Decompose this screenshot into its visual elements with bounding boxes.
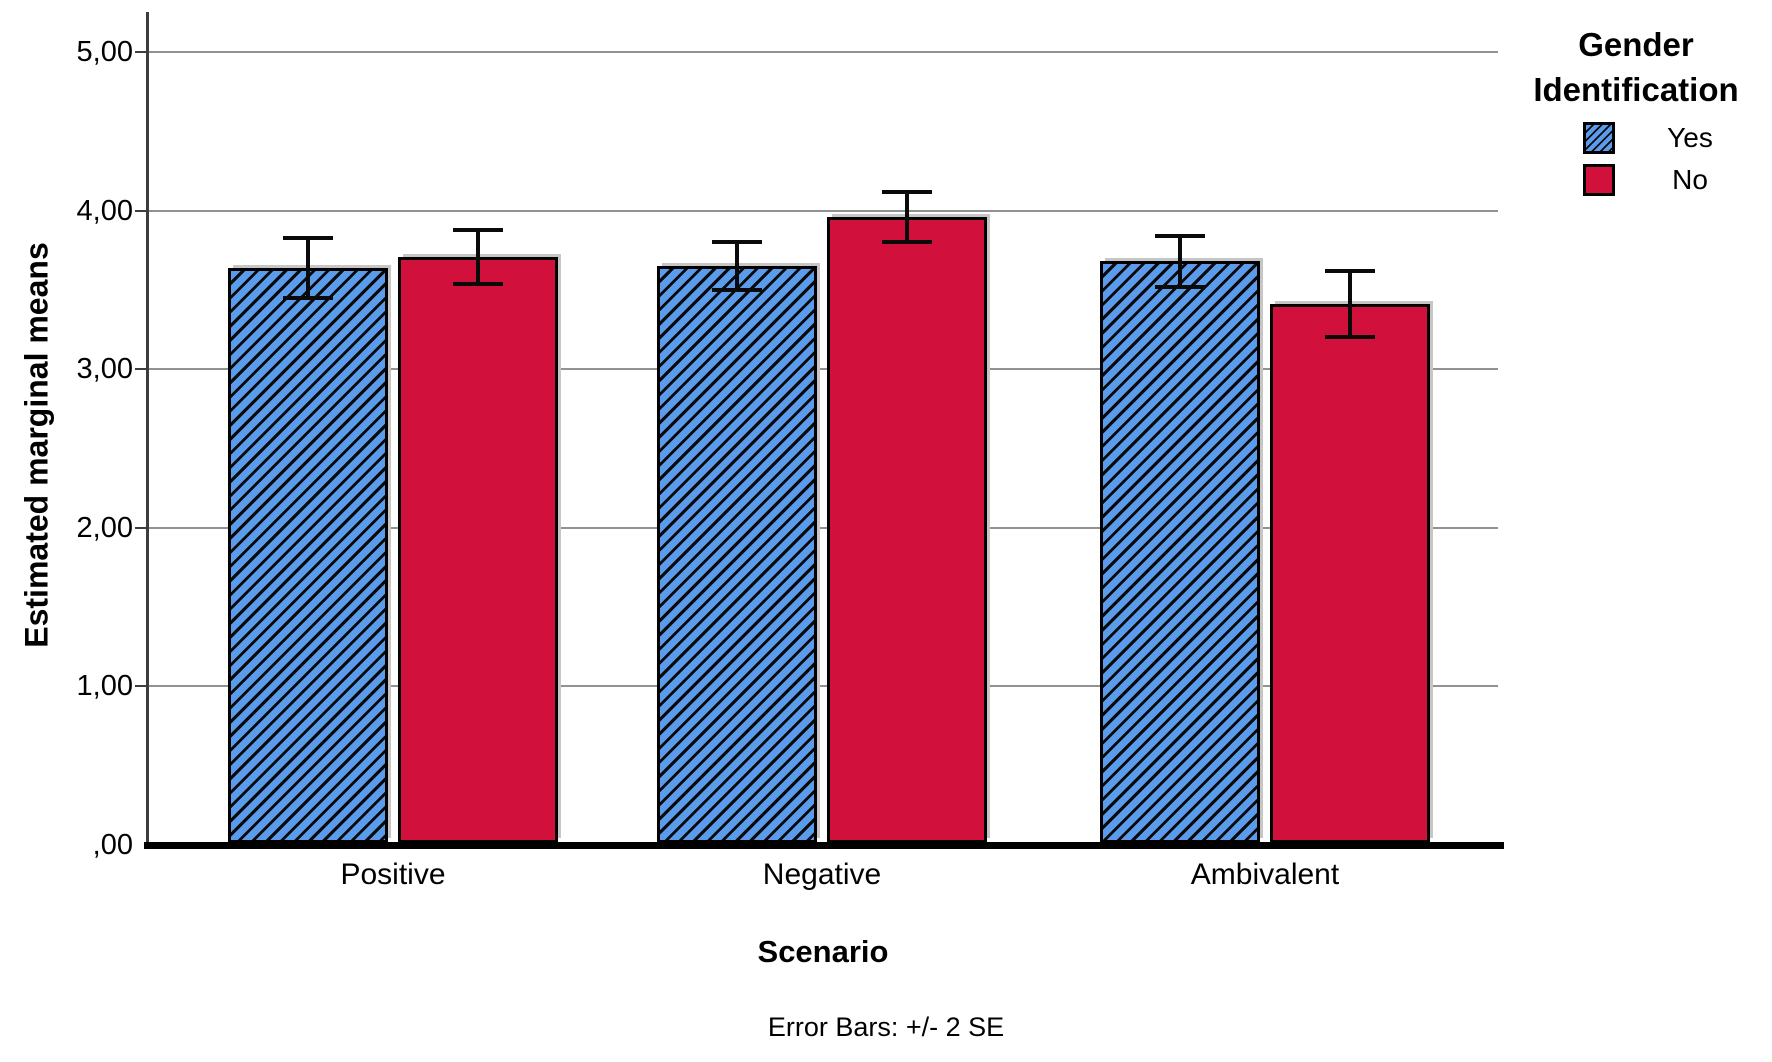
- y-tickmark-4: [135, 210, 148, 212]
- error-bar-stem-positive-yes: [306, 238, 310, 298]
- y-tickmark-1: [135, 685, 148, 687]
- error-bar-topcap-negative-yes: [712, 240, 762, 244]
- error-bar-bottomcap-positive-no: [453, 282, 503, 286]
- y-tick-label-0: ,00: [92, 829, 133, 861]
- gridline-4: [148, 210, 1498, 212]
- x-tick-label-ambivalent: Ambivalent: [1190, 858, 1340, 891]
- error-bar-stem-positive-no: [476, 230, 480, 284]
- y-tickmark-5: [135, 51, 148, 53]
- y-tick-label-3: 3,00: [76, 353, 133, 385]
- error-bar-topcap-ambivalent-yes: [1155, 234, 1205, 238]
- y-tick-label-1: 1,00: [76, 670, 133, 702]
- error-bar-stem-ambivalent-no: [1348, 271, 1352, 337]
- x-axis-baseline: [144, 842, 1504, 849]
- error-bar-bottomcap-negative-yes: [712, 288, 762, 292]
- error-bar-bottomcap-ambivalent-no: [1325, 335, 1375, 339]
- legend-title-line1: Gender: [1578, 26, 1694, 63]
- x-tick-label-negative: Negative: [762, 858, 882, 891]
- bar-ambivalent-yes: [1100, 261, 1260, 843]
- error-bar-stem-negative-yes: [735, 242, 739, 290]
- gridline-5: [148, 51, 1498, 53]
- gridline-2: [148, 527, 1498, 529]
- y-tick-label-2: 2,00: [76, 512, 133, 544]
- bar-positive-yes: [228, 268, 388, 843]
- gridline-3: [148, 368, 1498, 370]
- bar-positive-no: [398, 257, 558, 843]
- y-tick-label-4: 4,00: [76, 195, 133, 227]
- bar-negative-no: [827, 217, 987, 843]
- bar-negative-yes: [657, 266, 817, 843]
- y-tickmark-2: [135, 527, 148, 529]
- x-tick-label-positive: Positive: [340, 858, 446, 891]
- error-bar-topcap-negative-no: [882, 190, 932, 194]
- error-bar-bottomcap-negative-no: [882, 240, 932, 244]
- gridline-1: [148, 685, 1498, 687]
- legend-yes-swatch-icon: [1583, 122, 1615, 154]
- y-axis-line: [146, 12, 149, 845]
- legend-title-line2: Identification: [1533, 71, 1739, 108]
- bar-ambivalent-no: [1270, 304, 1430, 843]
- error-bar-topcap-ambivalent-no: [1325, 269, 1375, 273]
- legend-title: Gender Identification: [1500, 22, 1772, 112]
- error-bar-stem-ambivalent-yes: [1178, 236, 1182, 287]
- y-axis-title: Estimated marginal means: [18, 242, 55, 648]
- error-bars-footnote: Error Bars: +/- 2 SE: [767, 1012, 1005, 1042]
- y-tickmark-3: [135, 368, 148, 370]
- y-tick-label-5: 5,00: [76, 36, 133, 68]
- error-bar-bottomcap-ambivalent-yes: [1155, 285, 1205, 289]
- error-bar-stem-negative-no: [905, 192, 909, 242]
- error-bar-topcap-positive-yes: [283, 236, 333, 240]
- legend-no-swatch-icon: [1583, 164, 1615, 196]
- error-bar-bottomcap-positive-yes: [283, 296, 333, 300]
- error-bar-topcap-positive-no: [453, 228, 503, 232]
- x-axis-title: Scenario: [757, 934, 889, 969]
- legend-item-label-yes: Yes: [1667, 122, 1713, 153]
- legend-item-label-no: No: [1672, 164, 1708, 195]
